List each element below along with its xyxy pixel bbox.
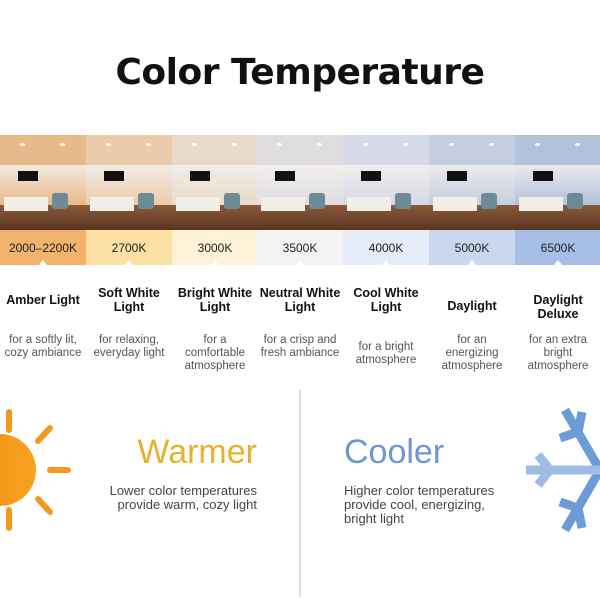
room-photo <box>172 135 258 230</box>
page-title: Color Temperature <box>115 52 485 93</box>
room-photo <box>0 135 86 230</box>
kelvin-label: 2000–2200K <box>8 240 78 255</box>
light-description: for a bright atmosphere <box>355 341 417 366</box>
snowflake-icon <box>526 407 600 533</box>
temperature-column: 3000K <box>172 135 258 265</box>
light-description: for a crisp and fresh ambiance <box>260 334 340 359</box>
cooler-heading: Cooler <box>344 433 445 471</box>
divider <box>299 390 301 597</box>
kelvin-label: 6500K <box>540 240 576 255</box>
light-description: for an energizing atmosphere <box>441 334 503 372</box>
kelvin-band: 5000K <box>429 230 515 265</box>
temperature-column: 3500K <box>257 135 343 265</box>
kelvin-label: 3500K <box>282 240 318 255</box>
warmer-text: Lower color temperatures provide warm, c… <box>109 483 257 512</box>
kelvin-label: 5000K <box>454 240 490 255</box>
room-photo <box>86 135 172 230</box>
temperature-column: 2700K <box>86 135 172 265</box>
kelvin-band: 4000K <box>343 230 429 265</box>
light-description: for an extra bright atmosphere <box>527 334 589 372</box>
room-photo <box>515 135 600 230</box>
kelvin-band: 3000K <box>172 230 258 265</box>
kelvin-band: 2000–2200K <box>0 230 86 265</box>
light-name: Soft White Light <box>98 286 160 314</box>
kelvin-label: 4000K <box>368 240 404 255</box>
room-photo <box>429 135 515 230</box>
light-name: Amber Light <box>6 293 80 307</box>
temperature-column: 6500K <box>515 135 600 265</box>
warmer-heading: Warmer <box>137 433 257 471</box>
light-name: Daylight <box>447 299 497 313</box>
temperature-column: 4000K <box>343 135 429 265</box>
light-name: Neutral White Light <box>259 286 341 314</box>
kelvin-label: 3000K <box>197 240 233 255</box>
room-photo <box>343 135 429 230</box>
kelvin-band: 3500K <box>257 230 343 265</box>
light-name: Cool White Light <box>353 286 419 314</box>
light-description: for a softly lit, cozy ambiance <box>4 334 82 359</box>
kelvin-label: 2700K <box>111 240 147 255</box>
sun-icon <box>0 409 71 531</box>
light-name: Daylight Deluxe <box>533 293 583 321</box>
temperature-column: 2000–2200K <box>0 135 86 265</box>
kelvin-band: 6500K <box>515 230 600 265</box>
light-description: for a comfortable atmosphere <box>184 334 246 372</box>
light-name: Bright White Light <box>177 286 253 314</box>
light-description: for relaxing, everyday light <box>93 334 165 359</box>
cooler-text: Higher color temperatures provide cool, … <box>344 483 495 526</box>
temperature-column: 5000K <box>429 135 515 265</box>
room-photo <box>257 135 343 230</box>
kelvin-band: 2700K <box>86 230 172 265</box>
